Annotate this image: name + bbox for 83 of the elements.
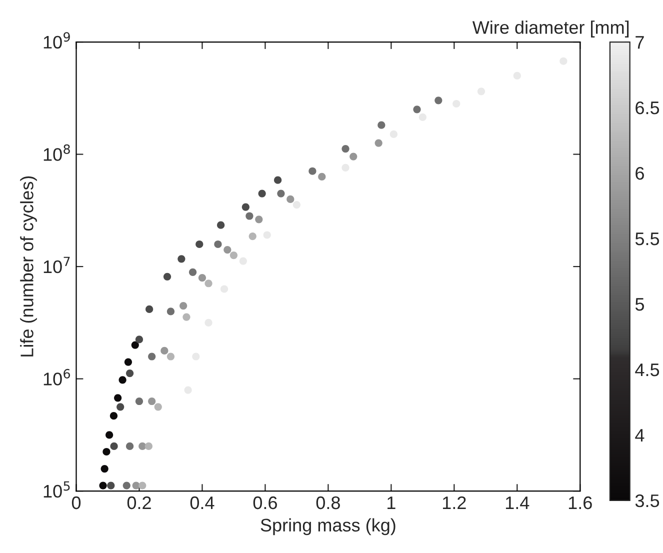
point <box>214 240 222 248</box>
point <box>107 482 115 490</box>
x-tick-label: 0.4 <box>190 496 214 510</box>
point <box>258 190 266 198</box>
color-bar-label: 5.5 <box>635 232 660 246</box>
point <box>110 412 118 420</box>
point <box>124 358 132 366</box>
point <box>350 152 358 160</box>
point <box>144 442 152 450</box>
point <box>118 376 126 384</box>
y-tick-label: 10$^{9}$ <box>44 32 70 49</box>
x-tick-label: 1.2 <box>442 496 466 510</box>
point <box>110 442 118 450</box>
point <box>318 172 326 181</box>
point <box>248 232 256 240</box>
point <box>246 212 254 220</box>
color-bar-label: 5 <box>635 298 644 311</box>
y-axis-title: Life (number of cycles) <box>20 176 37 356</box>
point <box>146 305 154 313</box>
point <box>126 442 134 450</box>
color-bar-title: Wire diameter [mm] <box>472 20 629 38</box>
point <box>277 190 285 198</box>
point <box>374 139 382 147</box>
color-bar-label: 3.5 <box>635 494 660 508</box>
point <box>102 448 110 456</box>
x-tick-label: 0 <box>72 496 81 510</box>
point <box>224 246 232 254</box>
point <box>148 397 156 406</box>
y-tick-label: 10$^{7}$ <box>44 256 70 274</box>
x-axis-title: Spring mass (kg) <box>260 518 396 536</box>
point <box>131 341 139 349</box>
point <box>255 216 263 224</box>
point <box>135 397 144 406</box>
point <box>116 403 124 411</box>
point <box>182 313 190 321</box>
x-tick-label: 0.2 <box>127 496 151 510</box>
point <box>196 240 204 248</box>
point <box>122 482 130 490</box>
color-bar-label: 6 <box>636 166 644 180</box>
color-bar-label: 4 <box>635 429 644 442</box>
point <box>188 268 197 276</box>
point <box>99 482 107 490</box>
x-tick-label: 0.6 <box>253 496 277 510</box>
point <box>138 442 146 450</box>
point <box>230 251 238 260</box>
point <box>160 346 168 354</box>
point <box>434 96 442 104</box>
y-tick-label: 10$^{8}$ <box>44 144 70 161</box>
y-tick-label: 10$^{5}$ <box>44 481 70 498</box>
point <box>135 336 144 344</box>
x-tick-label: 0.8 <box>316 496 340 510</box>
point <box>106 431 114 439</box>
point <box>418 113 426 121</box>
x-tick-label: 1 <box>388 496 396 510</box>
point <box>308 167 316 175</box>
point <box>286 195 294 204</box>
point <box>378 121 386 129</box>
point <box>126 369 134 378</box>
color-bar-label: 7 <box>636 36 644 49</box>
point <box>242 203 250 211</box>
point <box>166 308 175 316</box>
point <box>148 352 156 360</box>
point <box>154 403 162 411</box>
point <box>163 272 172 280</box>
x-tick-label: 1.4 <box>506 496 530 510</box>
point <box>166 352 175 360</box>
point <box>198 274 206 282</box>
point <box>239 257 247 265</box>
point <box>413 106 421 114</box>
y-tick-label: 10$^{6}$ <box>44 368 70 386</box>
color-bar-label: 4.5 <box>635 364 660 376</box>
point <box>216 221 225 229</box>
point <box>178 255 186 263</box>
point <box>204 280 212 288</box>
point <box>138 482 146 490</box>
x-tick-label: 1.6 <box>568 496 592 510</box>
point <box>292 200 300 209</box>
point <box>100 464 108 473</box>
point <box>114 394 122 402</box>
point <box>342 144 350 153</box>
point <box>274 176 282 184</box>
point <box>180 302 188 310</box>
color-bar-label: 6.5 <box>636 101 660 114</box>
